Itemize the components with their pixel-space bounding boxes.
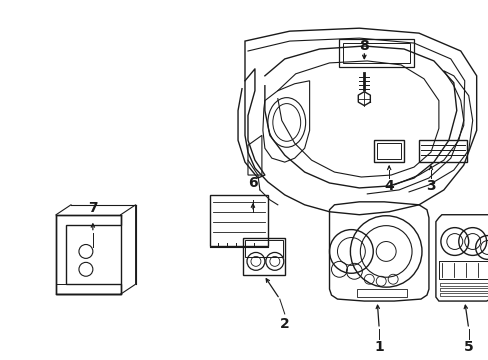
Bar — [439, 293, 488, 296]
Bar — [357, 289, 406, 297]
Text: 8: 8 — [359, 39, 368, 53]
Text: 3: 3 — [425, 179, 435, 193]
Text: 1: 1 — [374, 340, 383, 354]
Text: 2: 2 — [279, 317, 289, 331]
Bar — [339, 39, 413, 67]
Text: 4: 4 — [384, 179, 393, 193]
Text: 7: 7 — [88, 201, 98, 215]
Polygon shape — [358, 92, 369, 105]
Bar — [343, 43, 409, 63]
Bar — [244, 239, 282, 257]
Text: 6: 6 — [247, 176, 257, 190]
Bar — [376, 143, 400, 159]
Bar — [210, 195, 267, 247]
Bar — [418, 140, 466, 162]
Bar — [439, 288, 488, 291]
Text: 5: 5 — [463, 340, 472, 354]
Bar — [243, 238, 284, 275]
Bar — [438, 261, 488, 279]
Bar — [439, 283, 488, 286]
Bar — [373, 140, 403, 162]
